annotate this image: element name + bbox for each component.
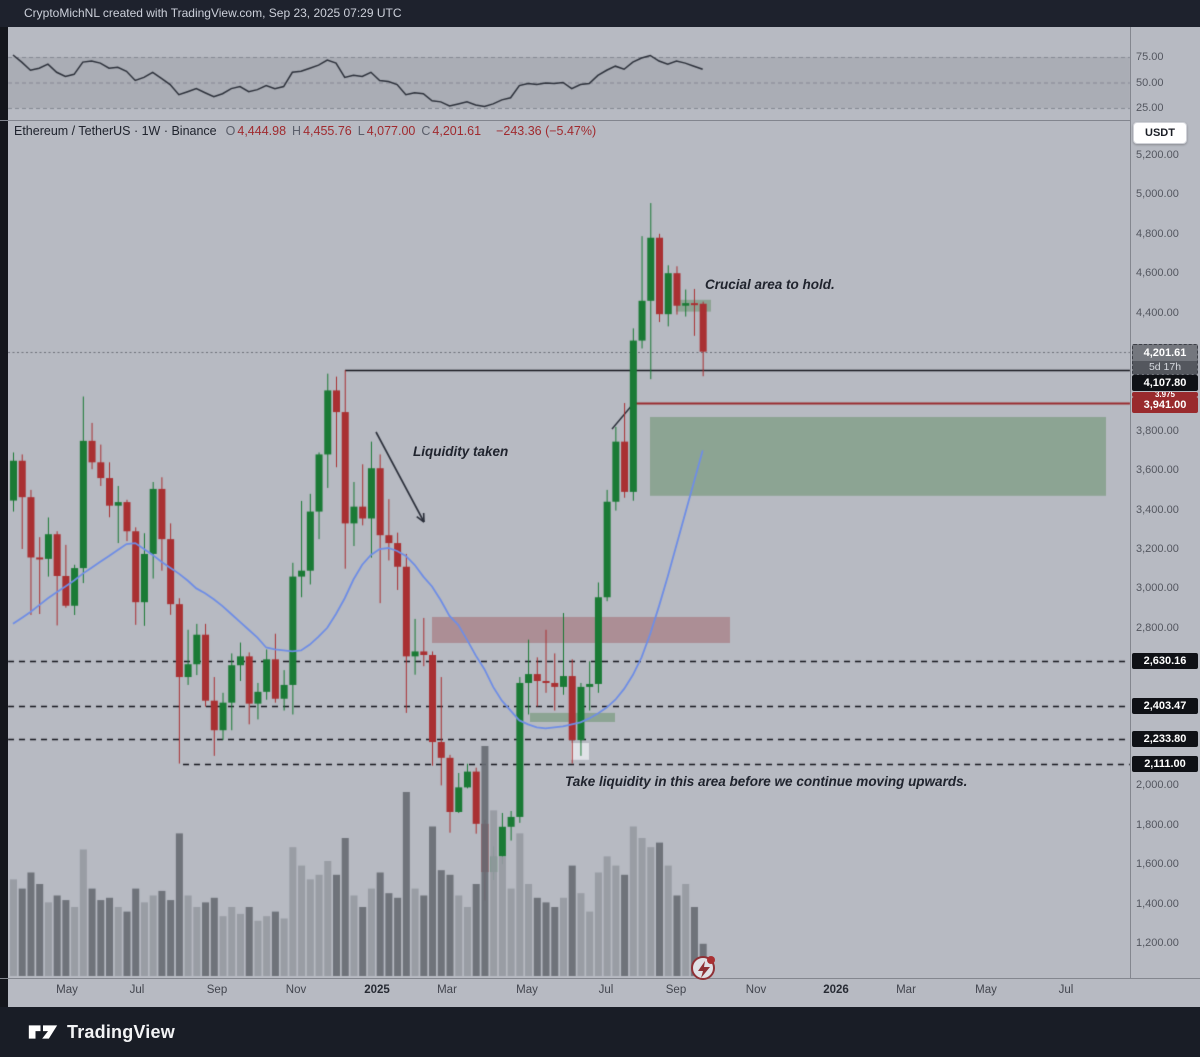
tradingview-wordmark[interactable]: TradingView: [67, 1021, 175, 1042]
time-scale-tick: Jul: [129, 984, 145, 996]
time-scale-tick: 2026: [823, 984, 849, 996]
price-scale-tick: 4,600.00: [1136, 267, 1179, 280]
time-scale-tick: Mar: [896, 984, 916, 996]
change-value: −243.36 (−5.47%): [496, 124, 597, 138]
crucial-area-note[interactable]: Crucial area to hold.: [705, 277, 835, 292]
price-scale-tick: 1,600.00: [1136, 858, 1179, 871]
notification-dot: [707, 956, 715, 964]
price-scale-tick: 2,800.00: [1136, 621, 1179, 634]
left-edge-rail: [0, 27, 8, 1007]
liquidity-taken-note[interactable]: Liquidity taken: [413, 444, 509, 459]
time-scale-tick: Sep: [206, 984, 228, 996]
indicator-scale-tick: 50.00: [1136, 76, 1164, 89]
time-scale-tick: Jul: [1058, 984, 1074, 996]
price-level-label: 3,941.00: [1132, 397, 1198, 413]
price-scale-separator: [1130, 27, 1131, 978]
price-scale-tick: 1,400.00: [1136, 897, 1179, 910]
time-scale-tick: Nov: [285, 984, 307, 996]
price-scale-tick: 3,400.00: [1136, 503, 1179, 516]
tradingview-mark-icon: [28, 1025, 58, 1039]
symbol-legend[interactable]: Ethereum / TetherUS · 1W · Binance O 4,44…: [14, 122, 596, 140]
price-scale-tick: 2,000.00: [1136, 779, 1179, 792]
price-scale-tick: 4,800.00: [1136, 227, 1179, 240]
time-scale-tick: May: [516, 984, 538, 996]
ohlc-item: L 4,077.00: [357, 124, 416, 138]
price-level-label: 2,630.16: [1132, 653, 1198, 669]
attribution-bar: CryptoMichNL created with TradingView.co…: [0, 0, 1200, 27]
indicator-scale-tick: 75.00: [1136, 51, 1164, 63]
price-scale-tick: 3,000.00: [1136, 582, 1179, 595]
symbol-title[interactable]: Ethereum / TetherUS · 1W · Binance: [14, 124, 217, 138]
pane-divider: [0, 120, 1130, 121]
bar-countdown: 5d 17h: [1133, 361, 1197, 374]
ohlc-item: H 4,455.76: [292, 124, 352, 138]
ohlc-values: O 4,444.98 H 4,455.76 L 4,077.00 C 4,201.61: [226, 124, 487, 138]
attribution-text: CryptoMichNL created with TradingView.co…: [24, 6, 402, 20]
price-scale-tick: 3,200.00: [1136, 543, 1179, 555]
time-scale-tick: Jul: [598, 984, 614, 996]
price-level-label: 2,233.80: [1132, 731, 1198, 747]
flash-timer-badge[interactable]: [691, 956, 715, 980]
price-scale-tick: 5,200.00: [1136, 149, 1179, 161]
take-liquidity-note[interactable]: Take liquidity in this area before we co…: [565, 774, 968, 789]
price-level-label: 4,107.80: [1132, 375, 1198, 391]
lightning-icon: [698, 961, 710, 978]
time-scale-tick: May: [975, 984, 997, 996]
time-scale-tick: Mar: [437, 984, 457, 996]
currency-toggle-button[interactable]: USDT: [1133, 122, 1187, 144]
tradingview-logo[interactable]: TradingView: [28, 1021, 175, 1043]
price-level-label: 4,201.61 5d 17h: [1132, 344, 1198, 375]
footer-bar: TradingView: [0, 1007, 1200, 1057]
time-scale-tick: 2025: [364, 984, 390, 996]
ohlc-item: C 4,201.61: [421, 124, 482, 138]
time-axis-separator: [0, 978, 1200, 979]
time-scale-tick: Nov: [745, 984, 767, 996]
price-level-label: 2,111.00: [1132, 756, 1198, 772]
price-scale-tick: 1,800.00: [1136, 818, 1179, 831]
price-level-label: 2,403.47: [1132, 698, 1198, 714]
time-scale-tick: May: [56, 984, 78, 996]
indicator-scale-tick: 25.00: [1136, 102, 1164, 114]
time-scale-tick: Sep: [665, 984, 687, 996]
price-scale-tick: 3,600.00: [1136, 464, 1179, 477]
ohlc-item: O 4,444.98: [225, 124, 287, 138]
price-scale-tick: 1,200.00: [1136, 937, 1179, 949]
price-scale-tick: 5,000.00: [1136, 188, 1179, 201]
price-scale-tick: 4,400.00: [1136, 306, 1179, 319]
price-level-label: 3,975: [1132, 392, 1198, 397]
price-scale-tick: 3,800.00: [1136, 424, 1179, 437]
